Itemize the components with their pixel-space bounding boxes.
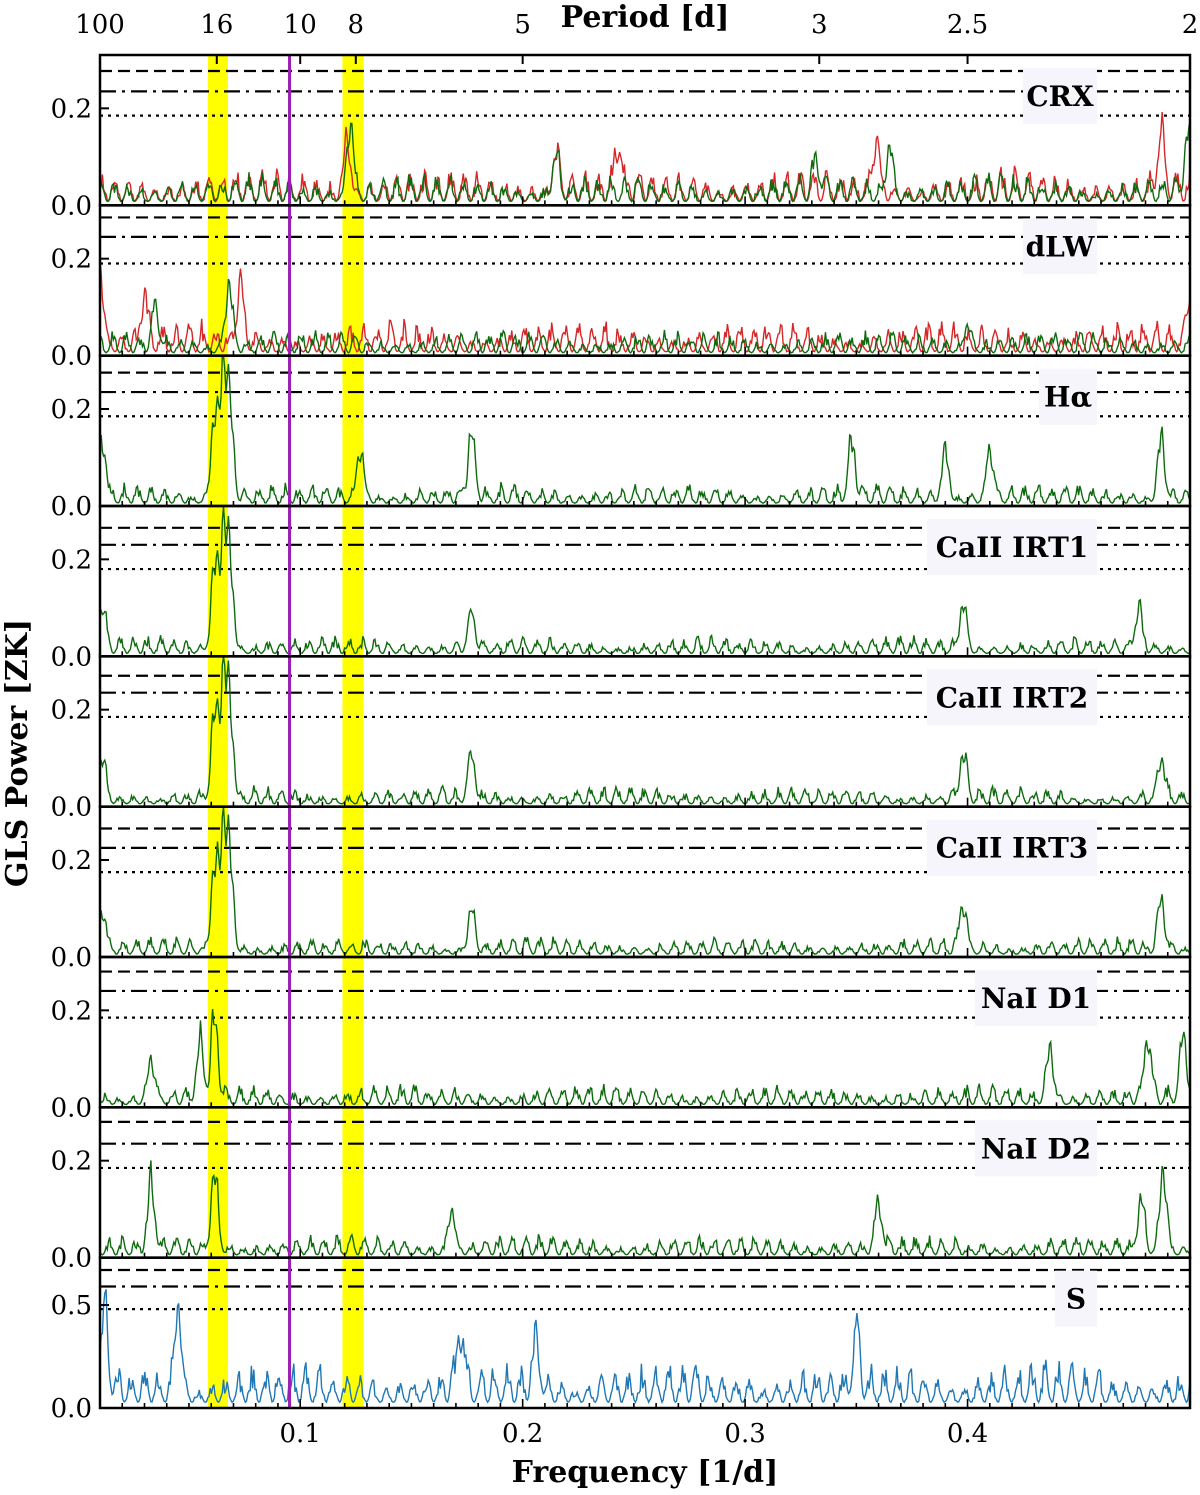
- top-tick-label: 10: [284, 10, 317, 40]
- panel-nai-d2: NaI D2: [100, 1120, 1190, 1256]
- y-tick-label: 0.0: [51, 1093, 92, 1123]
- top-tick-label: 2.5: [947, 10, 988, 40]
- y-tick-label: 0.2: [51, 996, 92, 1026]
- top-tick-label: 8: [348, 10, 365, 40]
- y-tick-label: 0.0: [51, 492, 92, 522]
- panel-label-text: dLW: [1026, 230, 1095, 263]
- panel-nai-d1: NaI D1: [100, 970, 1190, 1106]
- series-line-green: [100, 1160, 1190, 1256]
- x-tick-label: 0.2: [502, 1419, 543, 1449]
- y-tick-label: 0.2: [51, 1147, 92, 1177]
- panel-label: dLW: [1023, 218, 1097, 275]
- y-tick-label: 0.5: [51, 1291, 92, 1321]
- panel-label-text: S: [1066, 1283, 1086, 1316]
- series-line-green: [100, 278, 1190, 355]
- panel-dlw: dLW: [100, 216, 1190, 355]
- panel-label: Hα: [1039, 368, 1097, 425]
- panel-hα: Hα: [100, 355, 1190, 505]
- axes-frames: [98, 53, 1192, 1410]
- y-tick-label: 0.2: [51, 846, 92, 876]
- panel-frame: [98, 1256, 1192, 1410]
- tick-labels: 0.0 0.2 0.0 0.2 0.0 0.2 0.0 0.2 0.0 0.2 0.0 0.2 0.0 0…: [51, 10, 1199, 1449]
- series-line-green: [100, 656, 1190, 805]
- panel-label-box: [1039, 368, 1097, 425]
- panel-label-text: CaII IRT3: [936, 832, 1089, 865]
- panel-frame: [98, 354, 1192, 508]
- y-tick-label: 0.0: [51, 191, 92, 221]
- top-tick-label: 2: [1182, 10, 1199, 40]
- top-tick-label: 100: [75, 10, 125, 40]
- panel-label-box: [927, 669, 1097, 726]
- y-tick-label: 0.2: [51, 245, 92, 275]
- y-tick-label: 0.0: [51, 1394, 92, 1424]
- panel-crx: CRX: [100, 68, 1190, 203]
- series-line-green: [100, 806, 1190, 956]
- series-line-green: [100, 355, 1190, 505]
- panel-label-text: NaI D2: [981, 1132, 1091, 1165]
- panel-label-text: CRX: [1026, 80, 1094, 113]
- x-tick-label: 0.1: [280, 1419, 321, 1449]
- y-tick-label: 0.0: [51, 342, 92, 372]
- panel-label: S: [1055, 1270, 1097, 1327]
- y-tick-label: 0.0: [51, 1244, 92, 1274]
- top-tick-label: 3: [811, 10, 828, 40]
- top-axis-title: Period [d]: [561, 0, 730, 35]
- highlight-bands: [207, 55, 364, 1408]
- x-tick-label: 0.3: [724, 1419, 765, 1449]
- panel-caii-irt2: CaII IRT2: [100, 656, 1190, 805]
- panel-label: NaI D1: [975, 970, 1097, 1026]
- top-tick-label: 16: [200, 10, 233, 40]
- panel-label: NaI D2: [975, 1120, 1097, 1177]
- y-tick-label: 0.2: [51, 545, 92, 575]
- highlight-band-2: [342, 55, 364, 1408]
- panel-label: CaII IRT2: [927, 669, 1097, 726]
- panel-label-box: [1023, 218, 1097, 275]
- x-tick-label: 0.4: [947, 1419, 988, 1449]
- y-tick-label: 0.2: [51, 696, 92, 726]
- y-tick-label: 0.0: [51, 793, 92, 823]
- panel-label: CaII IRT3: [927, 819, 1097, 876]
- panel-s: S: [100, 1268, 1190, 1405]
- panel-label-box: [975, 1120, 1097, 1177]
- y-tick-label: 0.0: [51, 943, 92, 973]
- panel-label: CaII IRT1: [927, 519, 1097, 575]
- y-axis-title: GLS Power [ZK]: [0, 619, 35, 887]
- panel-label-text: Hα: [1044, 381, 1092, 414]
- series-line-green: [100, 120, 1190, 203]
- panel-caii-irt1: CaII IRT1: [100, 506, 1190, 655]
- panel-label-box: [1023, 68, 1097, 124]
- series-line-green: [100, 1008, 1190, 1106]
- y-tick-label: 0.2: [51, 395, 92, 425]
- panels: CRX dLW Hα CaII IRT1 CaII IRT2 CaII IRT3 NaI D…: [100, 68, 1190, 1405]
- x-axis-title: Frequency [1/d]: [512, 1455, 779, 1490]
- panel-label-text: CaII IRT2: [936, 681, 1089, 714]
- series-line-red: [100, 111, 1190, 203]
- panel-label-box: [927, 519, 1097, 575]
- panel-label-text: CaII IRT1: [936, 531, 1089, 564]
- y-tick-label: 0.0: [51, 642, 92, 672]
- panel-label-box: [975, 970, 1097, 1026]
- panel-label-box: [927, 819, 1097, 876]
- series-line-green: [100, 506, 1190, 655]
- series-line-blue: [100, 1289, 1190, 1405]
- panel-label: CRX: [1023, 68, 1097, 124]
- panel-label-box: [1055, 1270, 1097, 1327]
- y-tick-label: 0.2: [51, 94, 92, 124]
- panel-caii-irt3: CaII IRT3: [100, 806, 1190, 956]
- highlight-band-1: [207, 55, 228, 1408]
- top-tick-label: 5: [514, 10, 531, 40]
- panel-label-text: NaI D1: [981, 982, 1091, 1015]
- series-line-red: [100, 258, 1190, 354]
